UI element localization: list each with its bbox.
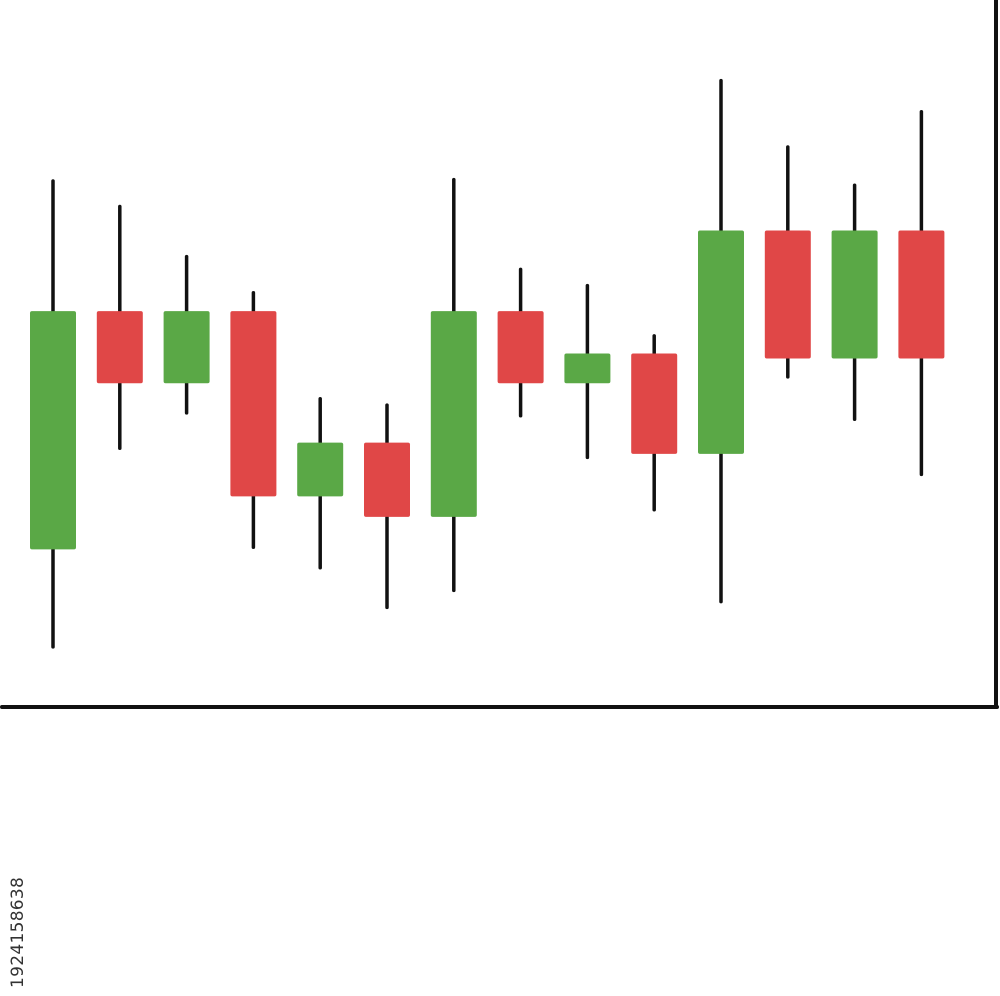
candle-body-4 [230,311,277,497]
candle-body-9 [564,353,611,384]
candle-body-11 [698,230,744,454]
candle-body-12 [764,230,811,359]
candle-body-3 [163,311,210,384]
candles-layer [30,78,945,649]
candle-body-14 [898,230,945,359]
stock-id-watermark: 1924158638 [8,876,28,988]
candle-body-13 [831,230,878,359]
candle-body-2 [96,311,143,384]
candle-body-7 [430,311,477,517]
candle-body-8 [497,311,544,384]
candle-body-1 [30,311,76,550]
candle-body-5 [297,442,344,497]
candle-body-10 [631,353,678,454]
candle-body-6 [364,442,410,517]
